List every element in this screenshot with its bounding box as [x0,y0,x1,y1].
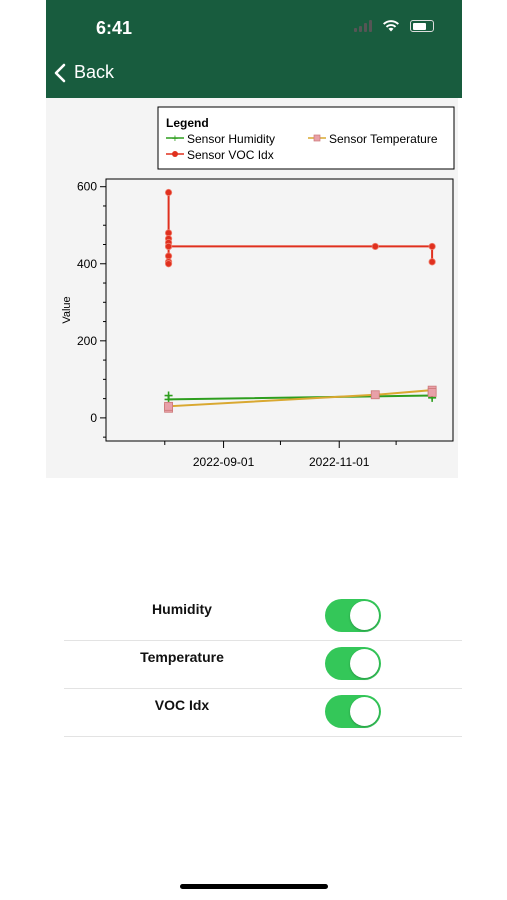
battery-icon [410,20,434,32]
toggle-row-humidity: Humidity [64,593,462,641]
data-point [164,188,173,197]
series-toggles: Humidity Temperature VOC Idx [64,593,462,737]
switch-knob [350,649,379,678]
chevron-left-icon [54,63,66,82]
switch-knob [350,697,379,726]
toggle-label-voc: VOC Idx [154,697,210,713]
data-point [428,242,436,251]
toggle-row-temperature: Temperature [64,641,462,689]
data-point [370,390,380,400]
toggle-label-humidity: Humidity [152,601,212,617]
legend-title: Legend [166,116,209,130]
x-tick-label: 2022-09-01 [193,455,255,469]
y-tick-label: 0 [90,411,97,425]
data-point [164,242,173,251]
data-point [164,260,173,268]
x-tick-label: 2022-11-01 [309,455,370,469]
data-point [164,401,173,411]
plus-marker-icon: + [172,133,178,145]
legend: Legend + Sensor Humidity Sensor Temperat… [157,106,455,170]
y-axis-label: Value [61,296,73,323]
series-sensor-temperature [164,385,437,413]
x-axis: 2022-09-01 2022-11-01 [164,441,397,469]
series-sensor-voc-idx [164,188,436,268]
status-icons [354,20,434,32]
humidity-switch[interactable] [325,599,381,632]
plot-frame [105,178,454,442]
legend-box [157,106,455,170]
legend-item-humidity: + Sensor Humidity [166,132,275,146]
legend-label: Sensor Humidity [187,132,275,146]
toggle-row-voc: VOC Idx [64,689,462,737]
sensor-chart: Legend + Sensor Humidity Sensor Temperat… [61,106,455,469]
back-button[interactable]: Back [54,62,114,83]
legend-item-voc: Sensor VOC Idx [166,148,274,162]
cellular-signal-icon [354,20,372,32]
data-point [428,258,436,266]
series-layer [164,188,437,413]
circle-marker-icon [172,151,178,157]
y-tick-label: 600 [77,180,97,194]
y-tick-label: 200 [77,334,97,348]
switch-knob [350,601,379,630]
back-label: Back [74,62,115,82]
temperature-switch[interactable] [325,647,381,680]
toggle-label-temperature: Temperature [140,649,224,665]
wifi-icon [383,20,399,32]
app-screen: 6:41 Back Legend [46,0,462,900]
data-point [427,388,437,397]
y-axis: 0 200 400 600 [77,180,106,438]
home-indicator [180,884,328,889]
status-time: 6:41 [96,18,133,38]
legend-label: Sensor VOC Idx [187,148,274,162]
voc-switch[interactable] [325,695,381,728]
y-tick-label: 400 [77,257,97,271]
chart-area: Legend + Sensor Humidity Sensor Temperat… [46,98,458,478]
nav-header: 6:41 Back [46,0,462,98]
square-marker-icon [313,134,321,142]
data-point [371,242,379,251]
legend-label: Sensor Temperature [329,132,438,146]
legend-item-temperature: Sensor Temperature [308,132,438,146]
